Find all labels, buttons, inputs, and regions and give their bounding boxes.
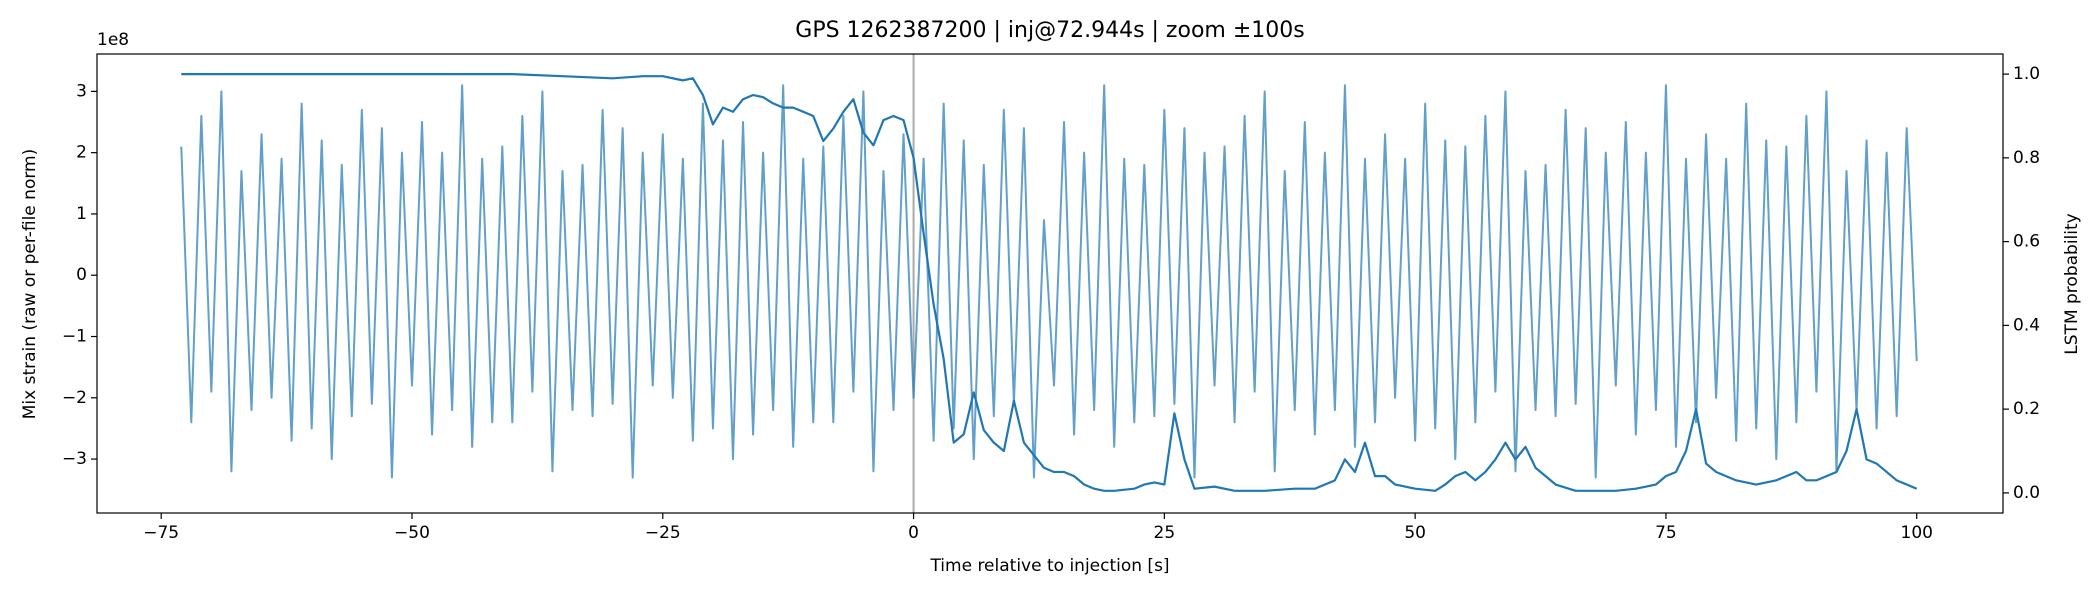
y2-tick-label: 0.0 <box>2013 483 2040 503</box>
y2-tick-label: 0.8 <box>2013 148 2040 168</box>
y2-tick-label: 0.6 <box>2013 232 2040 252</box>
x-tick-label: 75 <box>1655 523 1677 543</box>
x-tick-label: −50 <box>394 523 430 543</box>
x-tick-label: 0 <box>908 523 919 543</box>
y2-tick-label: 0.4 <box>2013 315 2040 335</box>
x-tick-label: 25 <box>1154 523 1176 543</box>
y-axis-label: Mix strain (raw or per-file norm) <box>20 149 40 419</box>
x-tick-label: 50 <box>1404 523 1426 543</box>
series-line <box>181 73 1918 492</box>
plot-frame <box>96 53 2004 514</box>
y-tick-label: 1 <box>76 204 87 224</box>
x-tick-label: −75 <box>143 523 179 543</box>
y-tick-label: 0 <box>76 265 87 285</box>
chart-title: GPS 1262387200 | inj@72.944s | zoom ±100… <box>795 18 1304 43</box>
y-tick-label: 3 <box>76 81 87 101</box>
x-axis-label: Time relative to injection [s] <box>929 556 1169 576</box>
series-line <box>180 84 1918 479</box>
y2-tick-label: 0.2 <box>2013 399 2040 419</box>
y2-axis-label: LSTM probability <box>2062 213 2082 354</box>
x-tick-label: −25 <box>645 523 681 543</box>
x-tick-label: 100 <box>1901 523 1933 543</box>
y-tick-label: −1 <box>62 327 87 347</box>
y-tick-label: −3 <box>62 449 87 469</box>
y-tick-label: 2 <box>76 143 87 163</box>
y2-tick-label: 1.0 <box>2013 64 2040 84</box>
y-tick-label: −2 <box>62 388 87 408</box>
y-offset-label: 1e8 <box>97 30 129 50</box>
